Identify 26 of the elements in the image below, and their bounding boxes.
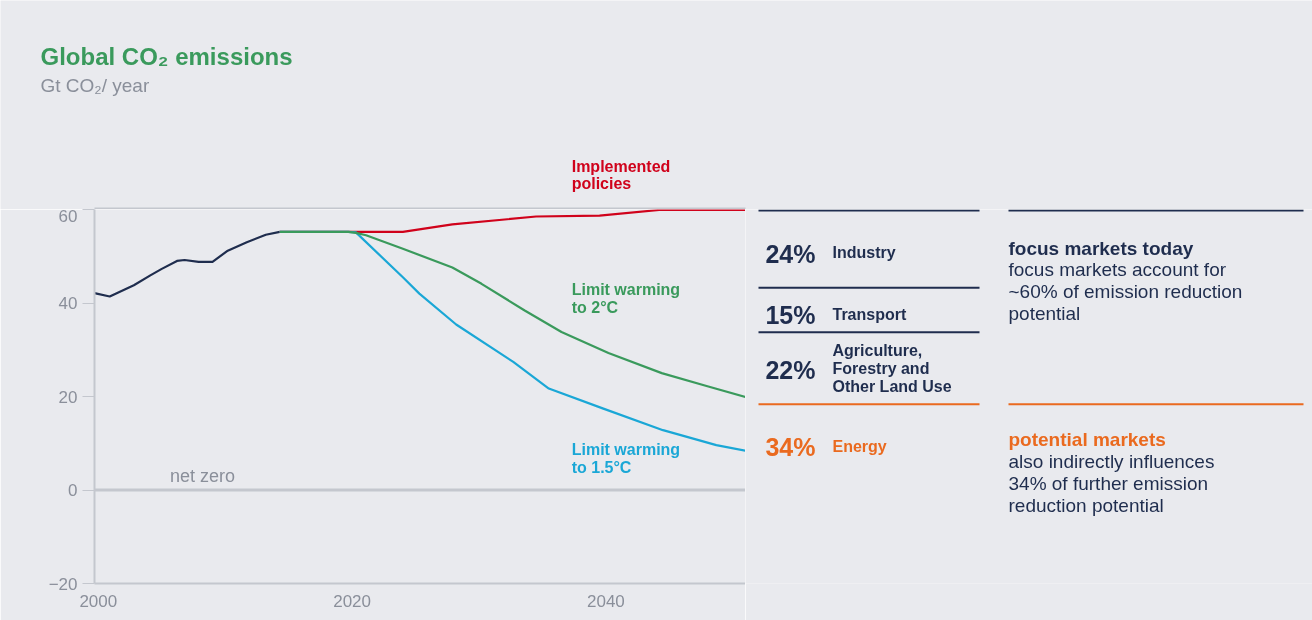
chart-title: Global CO₂ emissions bbox=[40, 42, 293, 70]
x-tick-label: 2000 bbox=[79, 591, 118, 611]
text: Industry bbox=[832, 244, 896, 262]
y-tick-label: 20 bbox=[58, 387, 78, 407]
chart-subtitle: Gt CO₂/ year bbox=[40, 74, 150, 96]
text: focus markets today bbox=[1008, 237, 1194, 259]
y-tick-label: 40 bbox=[58, 294, 78, 313]
x-tick-label: 2020 bbox=[333, 591, 372, 611]
ref-line-label: net zero bbox=[170, 466, 236, 486]
y-tick-label: 60 bbox=[58, 206, 78, 226]
text: Transport bbox=[832, 305, 907, 323]
x-tick-label: 2040 bbox=[587, 591, 625, 611]
text: 34% bbox=[765, 433, 816, 462]
series-label: Limit warming to 2°C bbox=[571, 281, 681, 316]
text: 24% bbox=[765, 239, 816, 268]
text: also indirectly influences 34% of further emission reduction potential bbox=[1008, 450, 1215, 516]
text: 15% bbox=[765, 301, 816, 330]
text: focus markets account for ~60% of emission reduction potential bbox=[1008, 258, 1243, 324]
y-tick-label: −20 bbox=[48, 574, 78, 594]
text: Agriculture, Forestry and Other Land Use bbox=[832, 342, 952, 396]
text: Energy bbox=[832, 437, 887, 455]
y-tick-label: 0 bbox=[68, 481, 78, 500]
series-label: Limit warming to 1.5°C bbox=[571, 441, 681, 477]
series-label: Implemented policies bbox=[571, 157, 671, 193]
text: 22% bbox=[765, 356, 816, 385]
text: potential markets bbox=[1008, 428, 1166, 450]
